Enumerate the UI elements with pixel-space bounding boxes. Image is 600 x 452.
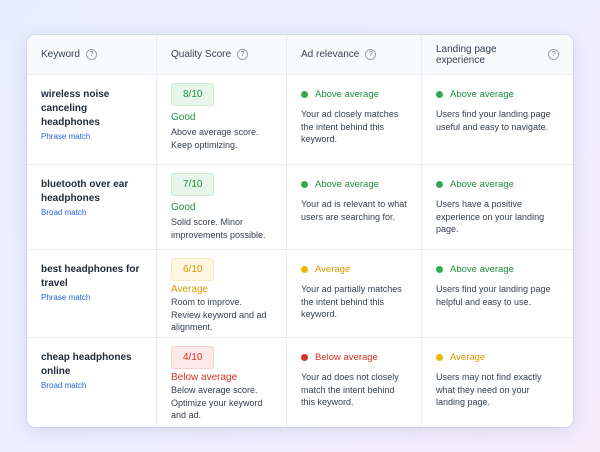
- ad-relevance-status-label: Average: [315, 264, 351, 275]
- keyword-cell: wireless noise canceling headphones Phra…: [27, 75, 157, 165]
- score-description: Below average score. Optimize your keywo…: [171, 385, 263, 420]
- keyword-cell: bluetooth over ear headphones Broad matc…: [27, 165, 157, 250]
- landing-page-status: Above average: [436, 89, 559, 100]
- status-dot-icon: [436, 91, 443, 98]
- keyword-cell: best headphones for travel Phrase match: [27, 250, 157, 338]
- score-badge: 4/10: [171, 346, 215, 369]
- ad-relevance-status: Above average: [301, 89, 407, 100]
- status-dot-icon: [301, 354, 308, 361]
- ad-relevance-description: Your ad does not closely match the inten…: [301, 372, 399, 407]
- keyword-cell: cheap headphones online Broad match: [27, 338, 157, 427]
- status-dot-icon: [301, 266, 308, 273]
- landing-page-cell: Above average Users have a positive expe…: [422, 165, 573, 250]
- help-icon[interactable]: ?: [548, 49, 559, 60]
- keyword-text[interactable]: wireless noise canceling headphones: [41, 89, 110, 128]
- ad-relevance-status-label: Above average: [315, 179, 379, 190]
- status-dot-icon: [436, 181, 443, 188]
- ad-relevance-cell: Below average Your ad does not closely m…: [287, 338, 422, 427]
- landing-page-description: Users find your landing page useful and …: [436, 109, 551, 132]
- landing-page-status-label: Above average: [450, 89, 514, 100]
- landing-page-status-label: Above average: [450, 264, 514, 275]
- column-header-ad-relevance: Ad relevance ?: [287, 35, 422, 75]
- ad-relevance-cell: Average Your ad partially matches the in…: [287, 250, 422, 338]
- score-label: Below average: [171, 372, 238, 383]
- keyword-text[interactable]: cheap headphones online: [41, 352, 132, 377]
- landing-page-status-label: Above average: [450, 179, 514, 190]
- column-header-keyword: Keyword ?: [27, 35, 157, 75]
- match-type-label: Phrase match: [41, 293, 91, 302]
- quality-score-cell: 7/10 Good Solid score. Minor improvement…: [157, 165, 287, 250]
- ad-relevance-cell: Above average Your ad closely matches th…: [287, 75, 422, 165]
- column-header-keyword-label: Keyword: [41, 49, 80, 60]
- score-badge: 6/10: [171, 258, 215, 281]
- help-icon[interactable]: ?: [237, 49, 249, 60]
- landing-page-cell: Above average Users find your landing pa…: [422, 75, 573, 165]
- quality-score-card: Keyword ? Quality Score ? Ad relevance ?…: [27, 35, 573, 427]
- help-icon[interactable]: ?: [365, 49, 377, 60]
- keyword-table: Keyword ? Quality Score ? Ad relevance ?…: [27, 35, 573, 427]
- column-header-quality-score-label: Quality Score: [171, 49, 232, 60]
- landing-page-description: Users find your landing page helpful and…: [436, 284, 551, 307]
- quality-score-cell: 6/10 Average Room to improve. Review key…: [157, 250, 287, 338]
- score-badge: 7/10: [171, 173, 215, 196]
- score-description: Above average score. Keep optimizing.: [171, 127, 259, 150]
- score-badge: 8/10: [171, 83, 215, 106]
- ad-relevance-description: Your ad partially matches the intent beh…: [301, 284, 402, 319]
- quality-score-cell: 4/10 Below average Below average score. …: [157, 338, 287, 427]
- score-label: Average: [171, 284, 209, 295]
- ad-relevance-status: Above average: [301, 179, 407, 190]
- status-dot-icon: [436, 354, 443, 361]
- landing-page-description: Users have a positive experience on your…: [436, 199, 545, 234]
- help-icon[interactable]: ?: [85, 49, 97, 60]
- match-type-label: Broad match: [41, 208, 87, 217]
- match-type-label: Broad match: [41, 381, 87, 390]
- status-dot-icon: [301, 91, 308, 98]
- quality-score-cell: 8/10 Good Above average score. Keep opti…: [157, 75, 287, 165]
- landing-page-status: Above average: [436, 179, 559, 190]
- status-dot-icon: [436, 266, 443, 273]
- score-description: Solid score. Minor improvements possible…: [171, 217, 266, 240]
- keyword-text[interactable]: best headphones for travel: [41, 264, 140, 289]
- landing-page-cell: Above average Users find your landing pa…: [422, 250, 573, 338]
- score-label: Good: [171, 202, 196, 213]
- ad-relevance-status-label: Below average: [315, 352, 378, 363]
- ad-relevance-status: Average: [301, 264, 407, 275]
- column-header-ad-relevance-label: Ad relevance: [301, 49, 360, 60]
- ad-relevance-status-label: Above average: [315, 89, 379, 100]
- ad-relevance-status: Below average: [301, 352, 407, 363]
- column-header-landing-page-label: Landing page experience: [436, 43, 497, 66]
- ad-relevance-cell: Above average Your ad is relevant to wha…: [287, 165, 422, 250]
- landing-page-cell: Average Users may not find exactly what …: [422, 338, 573, 427]
- score-label: Good: [171, 112, 196, 123]
- landing-page-status: Average: [436, 352, 559, 363]
- landing-page-status-label: Average: [450, 352, 486, 363]
- landing-page-status: Above average: [436, 264, 559, 275]
- column-header-landing-page: Landing page experience ?: [422, 35, 573, 75]
- status-dot-icon: [301, 181, 308, 188]
- ad-relevance-description: Your ad is relevant to what users are se…: [301, 199, 407, 222]
- ad-relevance-description: Your ad closely matches the intent behin…: [301, 109, 399, 144]
- keyword-text[interactable]: bluetooth over ear headphones: [41, 179, 129, 204]
- column-header-quality-score: Quality Score ?: [157, 35, 287, 75]
- match-type-label: Phrase match: [41, 132, 91, 141]
- landing-page-description: Users may not find exactly what they nee…: [436, 372, 542, 407]
- score-description: Room to improve. Review keyword and ad a…: [171, 297, 267, 332]
